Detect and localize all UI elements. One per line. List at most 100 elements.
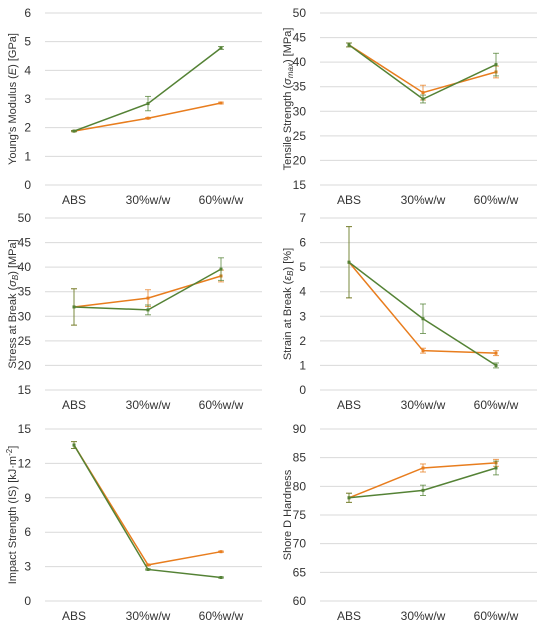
y-tick-label: 2 [299,334,306,348]
y-axis-title-part: σ [7,280,19,287]
y-tick-label: 3 [24,560,31,574]
x-tick-label: 60%w/w [199,609,244,623]
y-tick-label: 3 [299,309,306,323]
data-point [72,443,76,447]
data-point [146,308,150,312]
y-tick-label: 20 [293,153,307,167]
data-point [421,466,425,470]
y-tick-label: 35 [18,285,32,299]
chart-svg-tensile-strength: 15 20 25 30 35 40 45 50 ABS 30%w/w 60%w/w Tensile S… [282,6,537,207]
y-tick-label: 0 [24,178,31,192]
data-point [421,349,425,353]
y-tick-label: 9 [24,491,31,505]
y-axis-title-part: Stress at Break ( [7,286,19,368]
y-tick-label: 90 [293,422,307,436]
y-axis-title-part: ) [MPa] [7,239,19,274]
data-point [347,496,351,500]
x-tick-label: 30%w/w [126,609,171,623]
data-point [421,317,425,321]
data-point [219,101,223,105]
data-point [219,46,223,50]
series-orange [71,269,224,326]
y-axis-title: Tensile Strength (σmax) [MPa] [282,28,295,171]
y-tick-label: 20 [18,358,32,372]
y-axis-title-part: Impact Strength (IS) [kJ·m [7,456,19,584]
y-tick-label: 75 [293,508,307,522]
y-axis-title-part: Shore D Hardness [282,469,294,560]
y-tick-label: 6 [24,525,31,539]
y-axis-title-part: σ [282,78,294,85]
chart-youngs-modulus: 0 1 2 3 4 5 6 ABS 30%w/w 60%w/w Young's Modulus (E… [0,0,275,208]
y-tick-label: 0 [299,383,306,397]
data-point [146,116,150,120]
y-tick-label: 25 [18,334,32,348]
y-tick-label: 4 [24,63,31,77]
y-tick-label: 60 [293,594,307,608]
y-tick-label: 30 [293,104,307,118]
y-tick-label: 70 [293,537,307,551]
chart-impact-strength: 0 3 6 9 12 15 ABS 30%w/w 60%w/w Impact Strength (… [0,416,275,624]
x-tick-label: ABS [62,398,86,412]
data-point [72,305,76,309]
data-point [421,97,425,101]
y-axis-title-part: ε [282,276,294,281]
x-tick-label: ABS [62,609,86,623]
x-tick-label: 60%w/w [474,193,519,207]
series-green [71,441,224,579]
x-tick-label: 30%w/w [126,193,171,207]
y-axis-title: Strain at Break (εB) [%] [282,248,295,360]
y-tick-label: 2 [24,121,31,135]
chart-svg-strain-at-break: 0 1 2 3 4 5 6 7 ABS 30%w/w 60%w/w Strain at Break (… [282,211,537,412]
data-point [347,260,351,264]
x-tick-label: ABS [62,193,86,207]
y-tick-label: 80 [293,479,307,493]
series-green [346,226,499,369]
data-point [146,102,150,106]
y-axis-title: Shore D Hardness [282,469,294,560]
y-axis-title-part: B [286,270,295,276]
series-orange [71,441,224,567]
y-tick-label: 30 [18,309,32,323]
y-tick-label: 25 [293,129,307,143]
y-tick-label: 40 [293,55,307,69]
data-point [219,550,223,554]
series-green [71,257,224,326]
y-axis-title-part: B [11,274,20,280]
y-axis-title-part: ) [%] [282,248,294,271]
chart-svg-impact-strength: 0 3 6 9 12 15 ABS 30%w/w 60%w/w Impact Strength (… [5,422,262,623]
y-tick-label: 6 [24,6,31,20]
y-tick-label: 15 [18,422,32,436]
y-axis-title: Young's Modulus (E) [GPa] [7,33,19,165]
data-point [494,63,498,67]
x-tick-label: ABS [337,609,361,623]
y-axis-title-part: Young's Modulus ( [7,75,19,165]
y-tick-label: 5 [24,35,31,49]
data-point [421,488,425,492]
y-tick-label: 3 [24,92,31,106]
series-orange [346,42,499,101]
y-axis-title-part: ] [7,446,19,449]
y-tick-label: 40 [18,260,32,274]
data-point [146,567,150,571]
data-point [146,563,150,567]
data-point [347,43,351,47]
y-tick-label: 4 [299,285,306,299]
x-tick-label: 60%w/w [199,193,244,207]
chart-tensile-strength: 15 20 25 30 35 40 45 50 ABS 30%w/w 60%w/w Tensile S… [275,0,550,208]
y-axis-title-part: ) [GPa] [7,33,19,68]
data-point [494,351,498,355]
data-point [146,296,150,300]
y-axis-title: Impact Strength (IS) [kJ·m-2] [5,446,19,585]
x-tick-label: 30%w/w [126,398,171,412]
y-axis-title-part: Strain at Break ( [282,280,294,360]
data-point [72,129,76,133]
y-tick-label: 1 [24,149,31,163]
y-tick-label: 35 [293,80,307,94]
data-point [421,91,425,95]
data-point [219,267,223,271]
data-point [494,466,498,470]
x-tick-label: 60%w/w [474,398,519,412]
y-axis-title-part: ) [MPa] [282,28,294,63]
y-axis-title-part: Tensile Strength ( [282,84,294,170]
y-tick-label: 85 [293,451,307,465]
